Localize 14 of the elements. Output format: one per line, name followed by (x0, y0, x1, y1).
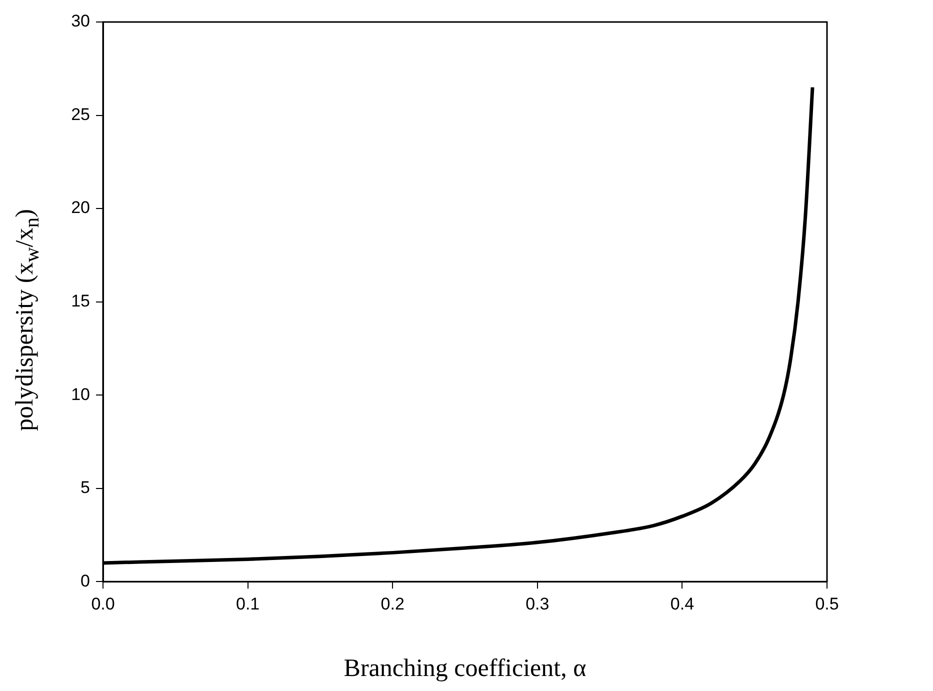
x-tick-label: 0.5 (815, 594, 839, 614)
x-tick-label: 0.0 (91, 594, 115, 614)
y-tick-label: 10 (71, 384, 90, 404)
y-tick-label: 20 (71, 198, 90, 218)
y-tick-label: 0 (80, 571, 90, 590)
x-tick-label: 0.3 (526, 594, 550, 614)
y-tick-label: 5 (80, 478, 90, 498)
y-tick-label: 15 (71, 291, 90, 310)
x-tick-label: 0.4 (670, 594, 694, 614)
x-axis-title: Branching coefficient, α (342, 655, 588, 683)
y-tick-label: 25 (71, 104, 90, 124)
y-tick-label: 30 (71, 12, 90, 31)
x-tick-label: 0.2 (380, 594, 404, 614)
x-tick-label: 0.1 (236, 594, 260, 614)
